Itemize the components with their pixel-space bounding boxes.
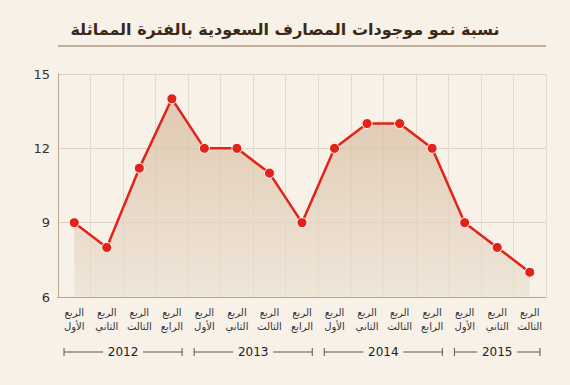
svg-text:2015: 2015 (482, 345, 513, 359)
svg-text:2013: 2013 (238, 345, 269, 359)
svg-text:الربع: الربع (97, 307, 116, 319)
svg-text:6: 6 (42, 290, 50, 305)
svg-text:نسبة نمو موجودات المصارف السعو: نسبة نمو موجودات المصارف السعودية بالفتر… (70, 20, 499, 39)
svg-text:الربع: الربع (325, 307, 344, 319)
svg-text:الربع: الربع (227, 307, 246, 319)
svg-text:الثاني: الثاني (225, 321, 248, 333)
svg-text:الربع: الربع (260, 307, 279, 319)
svg-text:الثالث: الثالث (517, 321, 542, 332)
svg-text:الربع: الربع (195, 307, 214, 319)
svg-text:الربع: الربع (487, 307, 506, 319)
svg-text:الرابع: الرابع (161, 321, 183, 333)
svg-text:12: 12 (33, 141, 50, 156)
svg-text:الربع: الربع (357, 307, 376, 319)
svg-text:الربع: الربع (162, 307, 181, 319)
svg-text:الربع: الربع (130, 307, 149, 319)
svg-text:الربع: الربع (455, 307, 474, 319)
svg-text:الرابع: الرابع (421, 321, 443, 333)
svg-text:الأول: الأول (324, 320, 345, 333)
svg-text:الثالث: الثالث (257, 321, 282, 332)
svg-text:الثاني: الثاني (356, 321, 379, 333)
svg-text:الربع: الربع (292, 307, 311, 319)
svg-text:الأول: الأول (194, 320, 215, 333)
svg-text:الربع: الربع (520, 307, 539, 319)
svg-text:2014: 2014 (368, 345, 399, 359)
svg-text:الأول: الأول (64, 320, 85, 333)
svg-text:الربع: الربع (422, 307, 441, 319)
svg-text:9: 9 (42, 215, 50, 230)
svg-text:الربع: الربع (65, 307, 84, 319)
svg-text:الرابع: الرابع (291, 321, 313, 333)
svg-text:الثاني: الثاني (95, 321, 118, 333)
svg-text:الأول: الأول (454, 320, 475, 333)
svg-text:الربع: الربع (390, 307, 409, 319)
svg-text:الثالث: الثالث (127, 321, 152, 332)
svg-text:الثالث: الثالث (387, 321, 412, 332)
svg-text:2012: 2012 (108, 345, 139, 359)
svg-text:الثاني: الثاني (486, 321, 509, 333)
svg-text:15: 15 (33, 67, 50, 82)
